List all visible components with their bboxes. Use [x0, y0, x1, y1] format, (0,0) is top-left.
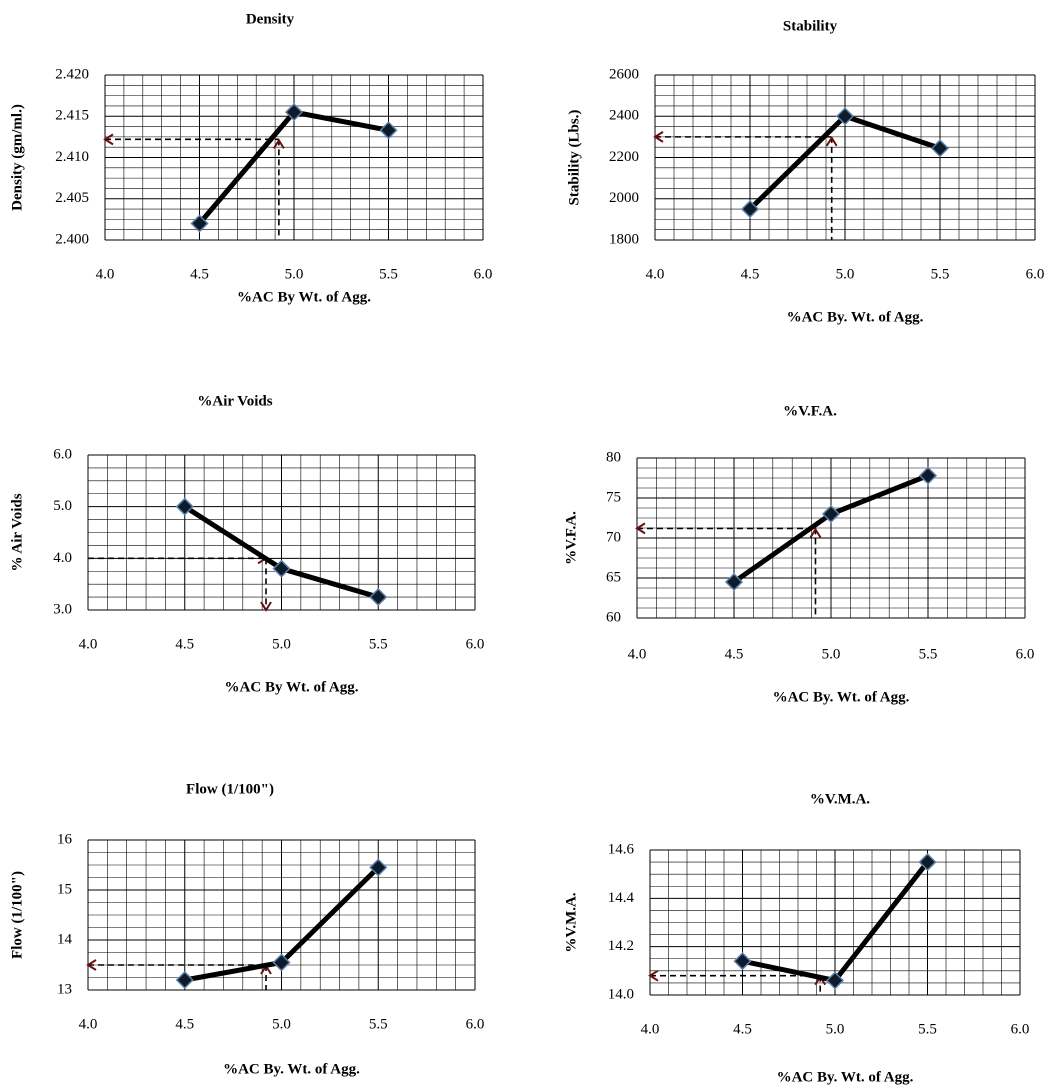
y-axis-label: Flow (1/100")	[9, 871, 25, 959]
chart-panel: Density %AC By Wt. of Agg. Density (gm/ml.…	[9, 11, 492, 305]
y-tick-label: 5.0	[53, 498, 72, 514]
x-tick-label: 6.0	[474, 266, 493, 282]
x-axis-label: %AC By Wt. of Agg.	[225, 679, 359, 695]
chart-title: Density	[246, 11, 295, 27]
x-tick-label: 4.5	[175, 1016, 194, 1032]
data-point	[932, 140, 948, 156]
chart-title: Stability	[783, 18, 838, 34]
x-tick-label: 5.0	[836, 266, 855, 282]
x-tick-label: 4.5	[733, 1021, 752, 1037]
y-tick-label: 14.4	[608, 890, 635, 906]
x-tick-label: 5.5	[379, 266, 398, 282]
x-tick-label: 5.0	[272, 636, 291, 652]
x-tick-label: 4.0	[646, 266, 665, 282]
x-tick-label: 6.0	[1011, 1021, 1030, 1037]
chart-page: Density %AC By Wt. of Agg. Density (gm/ml.…	[0, 0, 1047, 1090]
x-tick-label: 4.0	[79, 636, 98, 652]
data-point	[370, 589, 386, 605]
x-tick-label: 5.5	[919, 646, 938, 662]
y-tick-label: 16	[57, 831, 73, 847]
x-tick-label: 6.0	[466, 636, 485, 652]
x-tick-label: 5.5	[369, 1016, 388, 1032]
chart-title: %V.M.A.	[810, 791, 870, 807]
y-tick-label: 1800	[609, 231, 639, 247]
x-axis-label: %AC By. Wt. of Agg.	[777, 1069, 914, 1085]
x-tick-label: 5.0	[285, 266, 304, 282]
y-tick-label: 2600	[609, 66, 639, 82]
data-point	[177, 972, 193, 988]
chart-panel: Stability %AC By. Wt. of Agg. Stability (L…	[566, 18, 1044, 325]
y-tick-label: 2.400	[55, 231, 89, 247]
y-axis-label: % Air Voids	[9, 493, 25, 571]
x-axis-label: %AC By. Wt. of Agg.	[223, 1061, 360, 1077]
x-tick-label: 6.0	[1026, 266, 1045, 282]
y-axis-label: %V.M.A.	[563, 892, 579, 952]
y-tick-label: 80	[606, 449, 621, 465]
chart-title: Flow (1/100")	[186, 781, 274, 797]
y-tick-label: 60	[606, 609, 621, 625]
y-axis-label: %V.F.A.	[563, 511, 579, 565]
y-tick-label: 14.2	[608, 938, 634, 954]
chart-title: %V.F.A.	[783, 403, 837, 419]
x-axis-label: %AC By Wt. of Agg.	[237, 289, 371, 305]
x-tick-label: 5.0	[822, 646, 841, 662]
x-tick-label: 5.0	[826, 1021, 845, 1037]
y-axis-label: Stability (Lbs.)	[566, 110, 582, 206]
x-tick-label: 4.5	[175, 636, 194, 652]
x-axis-label: %AC By. Wt. of Agg.	[787, 309, 924, 325]
data-point	[920, 468, 936, 484]
y-tick-label: 4.0	[53, 550, 72, 566]
chart-panel: %Air Voids %AC By Wt. of Agg. % Air Voids 4…	[9, 393, 484, 695]
y-tick-label: 65	[606, 569, 621, 585]
y-tick-label: 15	[57, 881, 72, 897]
y-tick-label: 2000	[609, 190, 639, 206]
chart-panel: %V.M.A. %AC By. Wt. of Agg. %V.M.A. 4.0 4.5 5…	[563, 791, 1029, 1085]
x-tick-label: 5.5	[918, 1021, 937, 1037]
x-tick-label: 5.0	[272, 1016, 291, 1032]
y-tick-label: 2.415	[55, 108, 89, 124]
y-tick-label: 14.0	[608, 986, 634, 1002]
x-axis-label: %AC By. Wt. of Agg.	[773, 689, 910, 705]
y-tick-label: 3.0	[53, 601, 72, 617]
y-tick-label: 6.0	[53, 446, 72, 462]
data-point	[735, 953, 751, 969]
y-axis-label: Density (gm/ml.)	[9, 104, 25, 211]
x-tick-label: 6.0	[1016, 646, 1035, 662]
y-tick-label: 2.405	[55, 190, 89, 206]
chart-panel: %V.F.A. %AC By. Wt. of Agg. %V.F.A. 4.0 4.5 5…	[563, 403, 1034, 705]
y-tick-label: 14.6	[608, 841, 635, 857]
chart-title: %Air Voids	[197, 393, 272, 409]
data-point	[381, 122, 397, 138]
x-tick-label: 6.0	[466, 1016, 485, 1032]
x-tick-label: 4.5	[190, 266, 209, 282]
y-tick-label: 2400	[609, 108, 639, 124]
y-tick-label: 14	[57, 931, 73, 947]
y-tick-label: 75	[606, 489, 621, 505]
y-tick-label: 70	[606, 529, 621, 545]
y-tick-label: 2.410	[55, 149, 89, 165]
chart-panel: Flow (1/100") %AC By. Wt. of Agg. Flow (1/…	[9, 781, 484, 1077]
x-tick-label: 4.0	[96, 266, 115, 282]
y-tick-label: 13	[57, 981, 72, 997]
y-tick-label: 2200	[609, 149, 639, 165]
x-tick-label: 4.0	[628, 646, 647, 662]
y-tick-label: 2.420	[55, 66, 89, 82]
x-tick-label: 4.0	[641, 1021, 660, 1037]
x-tick-label: 4.5	[725, 646, 744, 662]
x-tick-label: 4.0	[79, 1016, 98, 1032]
x-tick-label: 5.5	[369, 636, 388, 652]
x-tick-label: 4.5	[741, 266, 760, 282]
x-tick-label: 5.5	[931, 266, 950, 282]
